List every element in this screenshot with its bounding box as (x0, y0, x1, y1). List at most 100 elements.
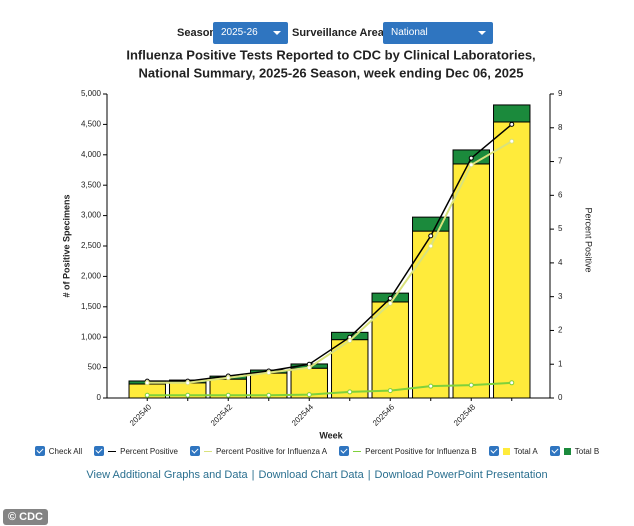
checkbox[interactable] (488, 446, 499, 456)
y2-tick-label: 1 (558, 359, 563, 368)
y-tick-label: 500 (88, 363, 102, 372)
area-select[interactable]: National (383, 22, 493, 44)
link[interactable]: View Additional Graphs and Data (86, 469, 248, 481)
bar-segment (371, 301, 409, 399)
x-tick-label: 202542 (209, 402, 235, 428)
watermark: © CDC (3, 509, 48, 525)
legend-swatch (108, 450, 117, 452)
line-marker (428, 383, 434, 389)
line-marker (185, 380, 191, 386)
x-axis-title: Week (319, 430, 343, 440)
line-marker (428, 233, 434, 239)
legend-label: Percent Positive (120, 446, 178, 456)
y-tick-label: 2,500 (81, 241, 102, 250)
bar-segment (412, 230, 450, 399)
legend: Check All Percent Positive Percent Positiv… (0, 446, 634, 456)
checkbox[interactable] (94, 446, 105, 456)
link-separator: | (251, 469, 255, 481)
line-marker (387, 300, 393, 306)
checkbox[interactable] (549, 446, 560, 456)
legend-item[interactable]: Total A (488, 446, 538, 456)
legend-label: Total B (574, 446, 600, 456)
line-marker (225, 375, 231, 381)
line-marker (509, 121, 515, 127)
line-marker (387, 388, 393, 394)
y-tick-label: 3,500 (81, 180, 102, 189)
legend-item[interactable]: Percent Positive for Influenza A (189, 446, 328, 456)
chart-title: Influenza Positive Tests Reported to CDC… (126, 47, 535, 62)
y-tick-label: 5,000 (81, 89, 102, 98)
line-marker (266, 370, 272, 376)
season-label: Season: (177, 27, 220, 39)
line-marker (347, 389, 353, 395)
y2-tick-label: 9 (558, 89, 563, 98)
y-tick-label: 4,500 (81, 120, 102, 129)
line (147, 381, 512, 397)
line (147, 140, 513, 384)
line-marker (185, 392, 191, 398)
y-tick-label: 1,000 (81, 332, 102, 341)
legend-label: Total A (513, 446, 538, 456)
chart: Influenza Positive Tests Reported to CDC… (61, 47, 594, 440)
bar-segment (452, 163, 490, 399)
legend-swatch (203, 450, 212, 452)
y-axis-title: # of Positive Specimens (61, 194, 71, 297)
legend-label: Percent Positive for Influenza A (215, 446, 328, 456)
y-tick-label: 2,000 (81, 272, 102, 281)
x-tick-label: 202540 (128, 402, 154, 428)
line-marker (266, 392, 272, 398)
legend-item[interactable]: Percent Positive (94, 446, 178, 456)
line-marker (509, 380, 515, 386)
y2-axis-title: Percent Positive (584, 207, 594, 272)
y2-tick-label: 2 (558, 326, 563, 335)
line-marker (428, 243, 434, 249)
legend-item[interactable]: Percent Positive for Influenza B (339, 446, 477, 456)
legend-swatch (353, 450, 362, 452)
y-tick-label: 4,000 (81, 150, 102, 159)
legend-swatch (563, 447, 571, 455)
x-tick-label: 202544 (290, 402, 316, 428)
area-label: Surveillance Area: (292, 27, 388, 39)
link[interactable]: Download Chart Data (258, 469, 364, 481)
legend-item[interactable]: Check All (34, 446, 83, 456)
link[interactable]: Download PowerPoint Presentation (374, 469, 548, 481)
bar-segment (493, 104, 531, 123)
y2-tick-label: 5 (558, 224, 563, 233)
checkbox[interactable] (189, 446, 200, 456)
line-marker (306, 365, 312, 371)
links: View Additional Graphs and Data | Download… (0, 469, 634, 481)
y-tick-label: 3,000 (81, 211, 102, 220)
line-marker (347, 338, 353, 344)
y-tick-label: 1,500 (81, 302, 102, 311)
line-marker (144, 392, 150, 398)
y2-tick-label: 7 (558, 157, 563, 166)
legend-label: Check All (48, 446, 83, 456)
legend-item[interactable]: Total B (549, 446, 600, 456)
y-tick-label: 0 (97, 393, 102, 402)
legend-swatch (502, 447, 510, 455)
line-marker (468, 382, 474, 388)
x-tick-label: 202548 (452, 402, 478, 428)
y2-tick-label: 8 (558, 123, 563, 132)
y2-tick-label: 3 (558, 292, 563, 301)
legend-label: Percent Positive for Influenza B (365, 446, 477, 456)
y2-tick-label: 0 (558, 393, 563, 402)
chart-subtitle: National Summary, 2025-26 Season, week e… (139, 65, 524, 80)
line (147, 123, 513, 382)
y2-tick-label: 4 (558, 258, 563, 267)
line-marker (509, 138, 515, 144)
checkbox[interactable] (34, 446, 45, 456)
line-marker (387, 295, 393, 301)
line-marker (225, 392, 231, 398)
line-marker (306, 392, 312, 398)
y2-tick-label: 6 (558, 190, 563, 199)
line-marker (144, 380, 150, 386)
checkbox[interactable] (339, 446, 350, 456)
season-select[interactable]: 2025-26 (213, 22, 288, 44)
line-marker (468, 162, 474, 168)
x-tick-label: 202546 (371, 402, 397, 428)
line-marker (468, 155, 474, 161)
link-separator: | (367, 469, 371, 481)
bar-segment (493, 121, 531, 399)
